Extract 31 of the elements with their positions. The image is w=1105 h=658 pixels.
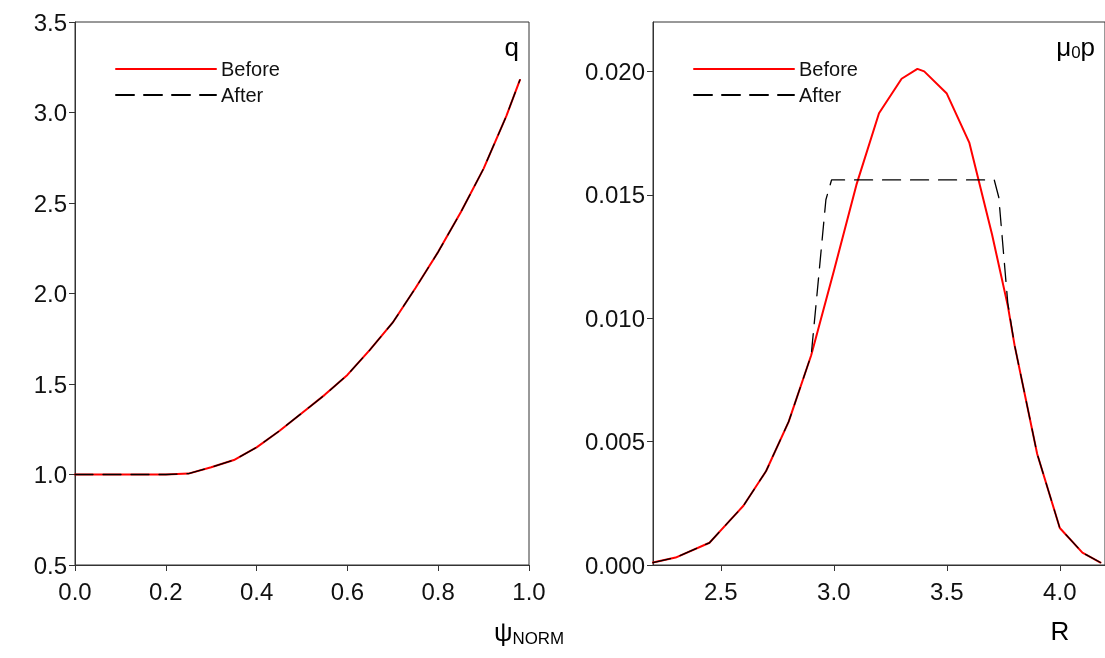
x-tick-label: 0.6 [330,577,365,605]
y-tick-label: 3.5 [33,8,67,36]
y-tick-label: 0.010 [584,304,645,332]
x-tick-label: 0.8 [421,577,455,605]
legend-label: Before [799,58,858,80]
line-series [74,78,521,476]
x-tick-label: 0.0 [58,577,92,605]
x-tick-label: 0.4 [239,577,274,605]
legend-label: After [799,84,842,106]
x-tick-label: 2.5 [704,577,738,605]
legend-label: After [221,84,264,106]
y-tick-label: 1.5 [33,370,67,398]
y-tick-label: 0.000 [584,551,645,579]
y-tick-label: 2.5 [33,189,67,217]
y-tick-label: 0.5 [33,551,67,579]
y-tick-label: 3.0 [33,99,67,126]
legend-label: Before [221,58,280,80]
y-tick-label: 1.0 [33,461,67,488]
x-tick-label: 3.5 [930,577,964,605]
x-tick-label: 3.0 [817,577,851,605]
y-axis-title: μ0p [1056,32,1096,63]
y-tick-label: 0.015 [584,181,645,209]
x-tick-label: 0.2 [149,577,183,605]
x-tick-label: 1.0 [512,577,546,605]
y-tick-label: 0.005 [584,428,645,456]
y-axis-title: q [504,32,520,62]
y-tick-label: 0.020 [584,57,645,85]
x-axis-title: R [1050,616,1070,646]
x-tick-label: 4.0 [1043,577,1077,605]
y-tick-label: 2.0 [33,280,67,307]
x-axis-title: ψNORM [493,617,565,648]
